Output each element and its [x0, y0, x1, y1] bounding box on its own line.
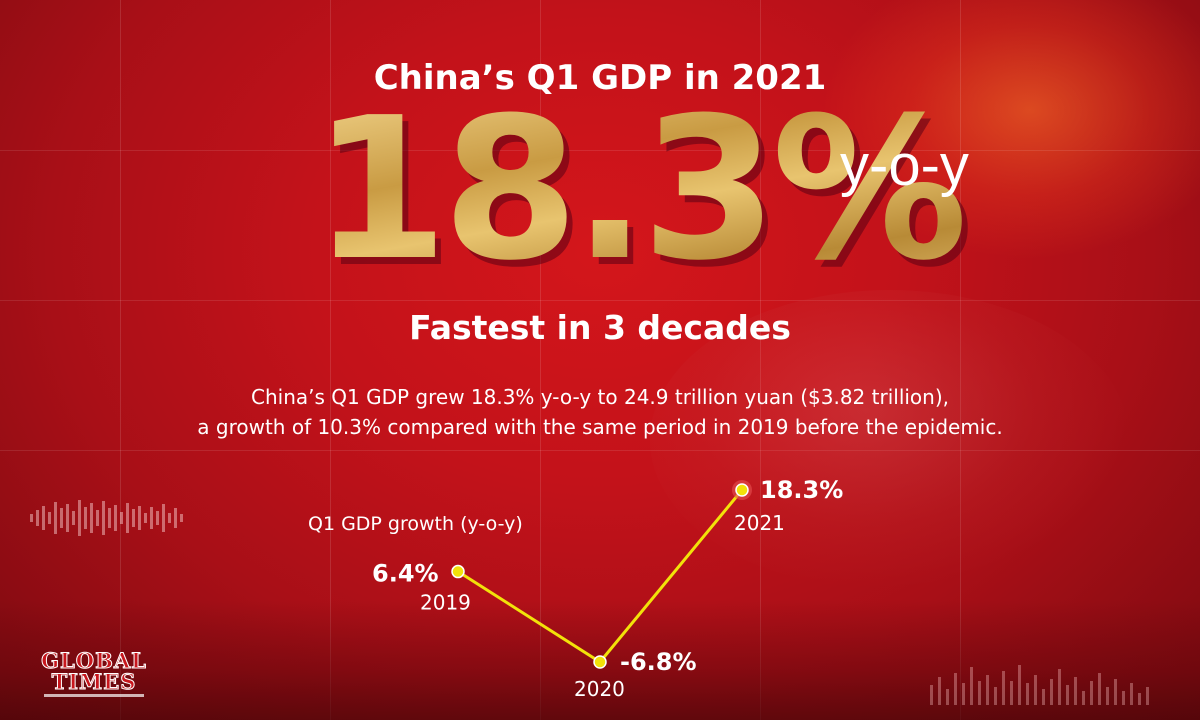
data-label: 6.4%	[372, 560, 439, 588]
data-label: 18.3%	[760, 476, 843, 504]
description-line: a growth of 10.3% compared with the same…	[197, 415, 1003, 439]
x-tick-label: 2019	[420, 591, 471, 615]
data-point	[451, 564, 465, 579]
headline-suffix: y-o-y	[840, 133, 969, 198]
grid-line	[120, 0, 121, 720]
description: China’s Q1 GDP grew 18.3% y-o-y to 24.9 …	[0, 382, 1200, 442]
data-point	[593, 655, 607, 669]
data-label: -6.8%	[620, 648, 697, 676]
subtitle: Fastest in 3 decades	[409, 308, 791, 347]
sound-wave-decoration	[30, 500, 183, 536]
grid-line	[960, 0, 961, 720]
global-times-logo: GLOBAL TIMES	[36, 648, 152, 697]
grid-line	[540, 0, 541, 720]
x-tick-label: 2020	[574, 677, 625, 701]
x-tick-label: 2021	[734, 511, 785, 535]
background-glow	[820, 0, 1200, 260]
grid-line	[330, 0, 331, 720]
description-line: China’s Q1 GDP grew 18.3% y-o-y to 24.9 …	[251, 385, 949, 409]
sound-wave-decoration	[930, 665, 1149, 705]
grid-line	[760, 0, 761, 720]
logo-text: GLOBAL	[41, 648, 147, 673]
grid-line	[0, 450, 1200, 451]
logo-rule	[44, 694, 144, 697]
headline-value: 18.3%	[312, 76, 968, 304]
page-title: China’s Q1 GDP in 2021	[373, 58, 827, 98]
grid-line	[0, 150, 1200, 151]
headline-value-shadow: 18.3%	[318, 99, 974, 295]
data-point	[735, 483, 749, 497]
grid-line	[0, 300, 1200, 301]
logo-text: TIMES	[51, 669, 137, 694]
chart-title: Q1 GDP growth (y-o-y)	[308, 513, 523, 535]
coin-graphic	[650, 290, 1130, 590]
